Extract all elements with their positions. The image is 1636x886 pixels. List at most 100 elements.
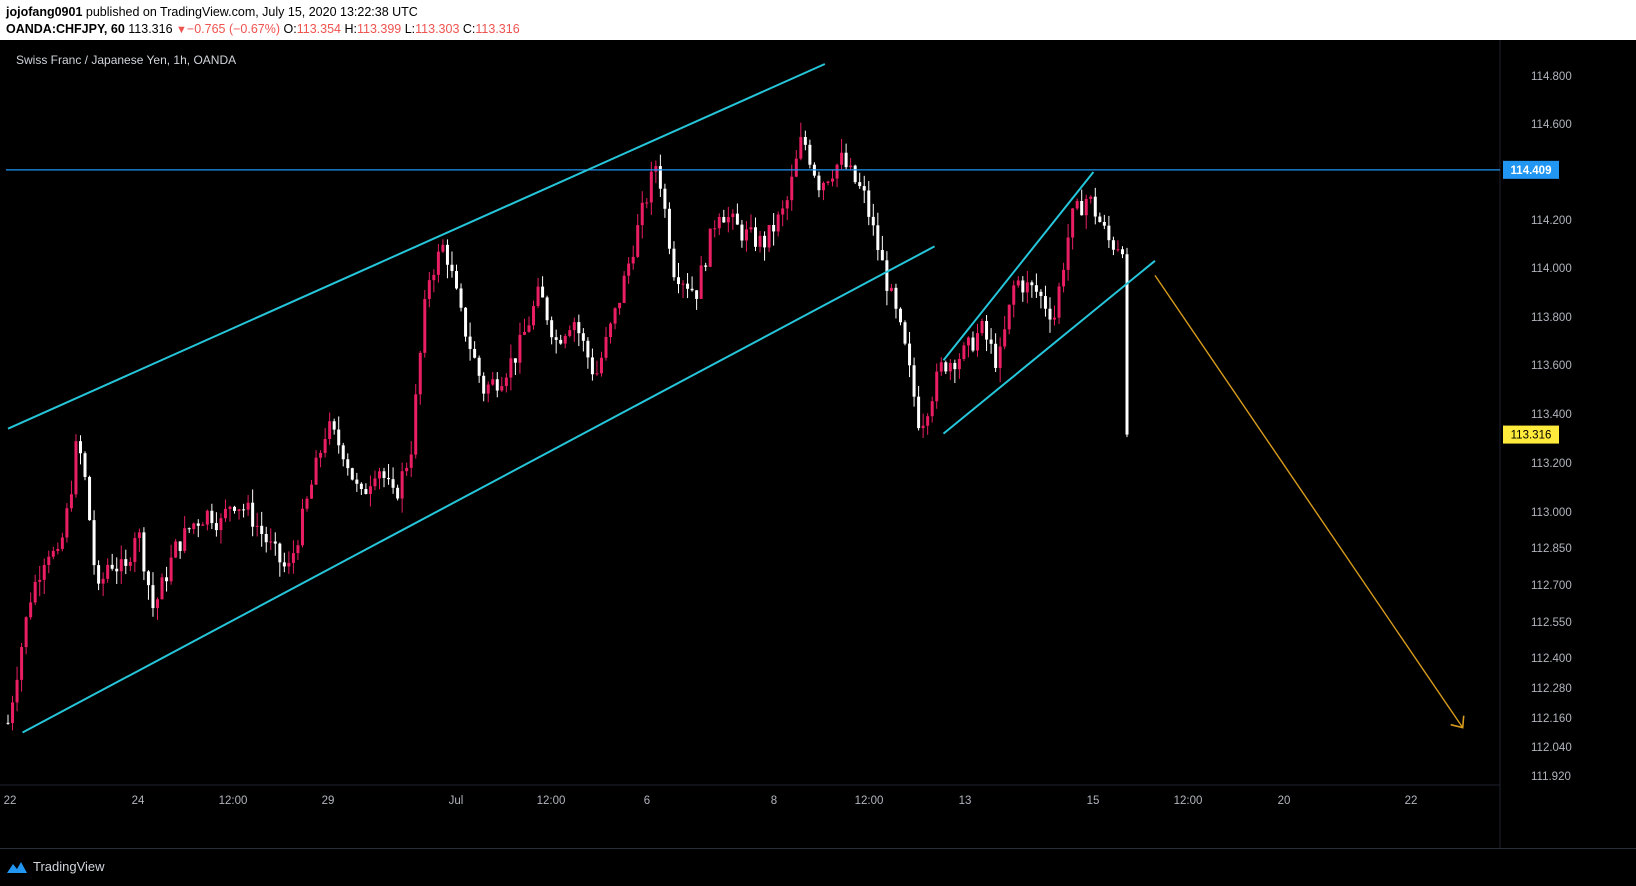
x-tick-label: Jul [449,795,464,807]
candle-body [917,396,921,429]
y-tick-label: 112.700 [1531,580,1572,592]
candle-body [713,228,717,230]
x-tick-label: 8 [771,795,777,807]
publish-header: jojofang0901 published on TradingView.co… [0,0,1636,40]
candle-body [622,275,626,303]
close-value: 113.316 [475,22,520,36]
candle-body [772,224,776,232]
candle-body [282,562,286,567]
candle-body [1089,196,1093,199]
candle-body [332,421,336,430]
candle-body [1098,216,1102,222]
candle-body [867,190,871,217]
candle-body [985,320,989,340]
candle-body [939,362,943,372]
candle-body [495,379,499,391]
candle-body [56,548,60,551]
candle-body [477,357,481,376]
candle-body [826,181,830,183]
chart-area[interactable]: 114.800 114.600 114.200 114.000 113.800 113.6… [0,40,1636,848]
candle-body [450,264,454,272]
candle-body [355,479,359,484]
candle-body [1080,201,1084,216]
candle-body [201,524,205,526]
candle-body [735,213,739,225]
candle-body [726,217,730,223]
candle-body [115,568,119,572]
candle-body [187,528,191,530]
channel-lower-line[interactable] [22,245,936,734]
candle-body [785,200,789,209]
flag-upper-line[interactable] [942,171,1095,361]
candle-body [409,454,413,468]
candle-body [599,357,603,374]
y-tick-label: 112.550 [1531,617,1572,629]
candle-body [97,565,101,584]
candle-body [373,478,377,487]
candle-body [47,556,51,566]
candle-body [708,228,712,267]
candle-body [400,471,404,499]
low-label: L: [404,22,416,36]
candle-body [645,202,649,204]
x-tick-label: 12:00 [537,795,566,807]
candle-body [377,471,381,479]
candle-body [513,358,517,363]
candle-body [482,375,486,394]
candle-body [636,225,640,257]
y-tick-label: 113.000 [1531,507,1572,519]
ohlc-info: OANDA:CHFJPY, 60 113.316 ▼−0.765 (−0.67%… [6,22,520,36]
tradingview-brand[interactable]: TradingView [6,859,105,874]
candle-body [242,509,246,511]
channel-upper-line[interactable] [7,63,826,430]
candle-body [260,525,264,534]
candle-body [1084,198,1088,216]
candle-body [767,224,771,248]
candle-body [269,541,273,543]
candle-body [930,401,934,417]
open-value: 113.354 [296,22,341,36]
candle-body [998,346,1002,368]
candle-body [1043,296,1047,309]
projection-line[interactable] [1154,274,1464,729]
candle-body [894,287,898,309]
candle-body [844,152,848,168]
candle-body [441,244,445,252]
candle-body [305,498,309,509]
candle-body [1012,285,1016,305]
candle-body [319,452,323,458]
candle-body [799,136,803,159]
candle-body [935,371,939,402]
candle-body [405,467,409,472]
candle-body [989,339,993,344]
candle-body [577,322,581,334]
candle-body [835,164,839,179]
candle-body [794,158,798,177]
author-name[interactable]: jojofang0901 [6,5,83,19]
candle-body [926,416,930,426]
candle-body [889,287,893,291]
candle-body [464,307,468,337]
candle-body [106,564,110,579]
candle-body [627,263,631,276]
flag-lower-line[interactable] [942,260,1156,435]
candle-body [590,357,594,375]
candle-body [119,559,123,572]
candle-body [527,325,531,332]
y-tick-label: 114.200 [1531,215,1572,227]
candle-body [42,565,46,580]
candle-body [862,186,866,191]
candle-body [11,702,15,724]
price-chart[interactable]: 114.800 114.600 114.200 114.000 113.800 113.6… [0,40,1636,848]
y-tick-label: 112.160 [1531,713,1572,725]
candle-body [1125,254,1129,435]
y-tick-label: 113.800 [1531,312,1572,324]
candle-body [731,213,735,218]
candle-body [609,323,613,338]
candle-body [957,358,961,370]
candle-body [654,166,658,172]
candle-body [15,679,19,703]
candle-body [1075,201,1079,209]
candle-body [160,577,164,600]
y-tick-label: 112.850 [1531,543,1572,555]
